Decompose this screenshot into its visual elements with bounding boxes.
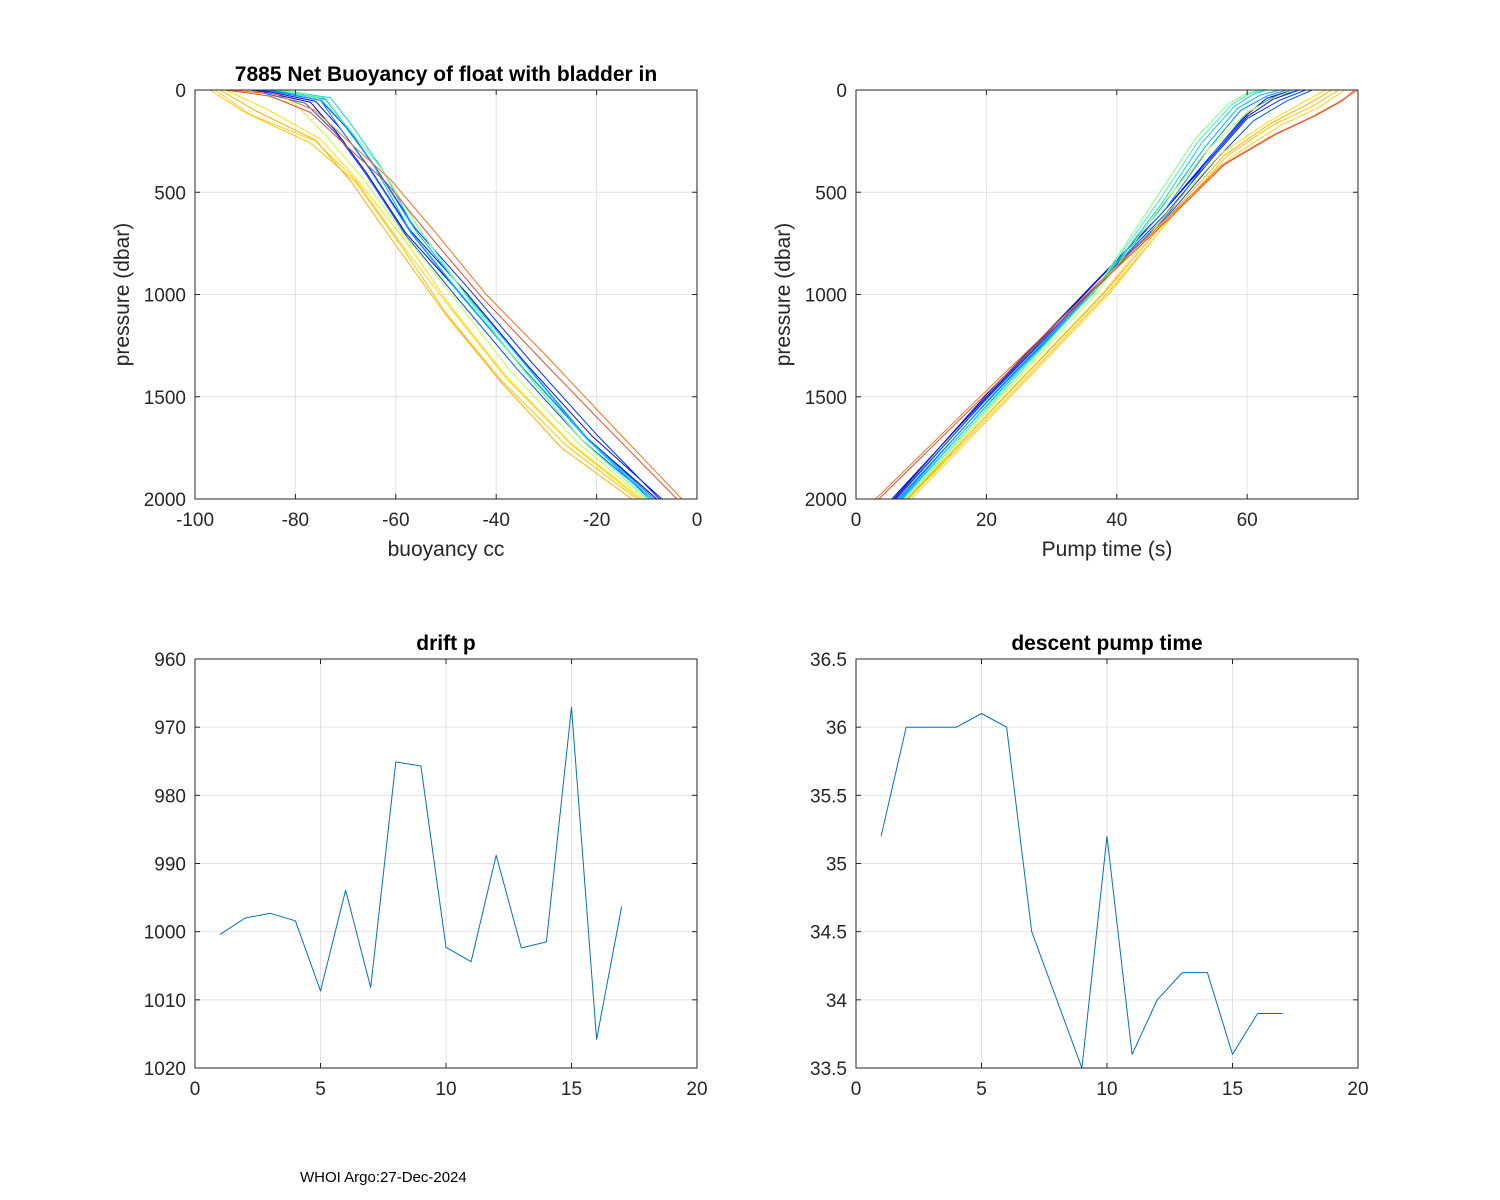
y-tick-label: 960: [154, 650, 186, 671]
y-axis-label: pressure (dbar): [111, 223, 134, 367]
x-tick-label: -20: [583, 510, 610, 531]
y-tick-label: 36.5: [810, 650, 847, 671]
y-tick-label: 1000: [144, 286, 186, 307]
x-tick-label: 20: [1347, 1079, 1368, 1100]
x-tick-label: 15: [561, 1079, 582, 1100]
x-tick-label: 0: [851, 510, 862, 531]
x-tick-label: 5: [976, 1079, 987, 1100]
chart-title: descent pump time: [1011, 632, 1202, 655]
chart-title: drift p: [416, 632, 475, 655]
pump-time-chart: 0 20 40 60 0 500 1000 1500 2000 Pump time (s) pres…: [772, 81, 1359, 561]
x-tick-label: 60: [1237, 510, 1258, 531]
x-axis-label: Pump time (s): [1042, 538, 1173, 561]
y-tick-label: 2000: [144, 490, 186, 511]
series-line-4: [896, 89, 1313, 500]
x-axis-label: buoyancy cc: [388, 538, 505, 561]
series-line-6: [899, 89, 1287, 500]
buoyancy-chart: -100 -80 -60 -40 -20 0 0 500 1000 1500 2000 7885 Ne…: [111, 63, 702, 561]
y-tick-label: 35: [826, 855, 847, 876]
series-line-12: [907, 89, 1326, 500]
series-line-16: [875, 89, 1359, 500]
series-line-3: [265, 89, 660, 500]
y-tick-label: 1500: [805, 388, 847, 409]
y-axis-label: pressure (dbar): [772, 223, 795, 367]
x-tick-label: 0: [190, 1079, 201, 1100]
x-tick-label: -80: [282, 510, 309, 531]
x-tick-label: 15: [1222, 1079, 1243, 1100]
x-tick-label: 20: [686, 1079, 707, 1100]
series-line-1: [219, 706, 623, 1040]
series-line-1: [891, 89, 1293, 500]
y-tick-label: 34.5: [810, 923, 847, 944]
series-line-9: [904, 89, 1264, 500]
x-tick-label: 0: [851, 1079, 862, 1100]
y-tick-label: 1010: [144, 991, 186, 1012]
series-line-11: [906, 89, 1293, 500]
series-line-14: [214, 89, 640, 500]
x-tick-label: 0: [692, 510, 703, 531]
y-tick-label: 0: [836, 81, 847, 102]
series-line-15: [906, 89, 1333, 500]
y-tick-label: 33.5: [810, 1059, 847, 1080]
series-line-13: [209, 89, 638, 500]
y-tick-label: 970: [154, 718, 186, 739]
y-tick-label: 0: [175, 81, 186, 102]
footer-stamp: WHOI Argo:27-Dec-2024: [300, 1169, 467, 1186]
y-tick-label: 980: [154, 786, 186, 807]
series-line-12: [224, 89, 643, 500]
x-tick-label: 10: [435, 1079, 456, 1100]
descent-pump-time-chart: 0 5 10 15 20 33.5 34 34.5 35 35.5 36 36.5 descent pu…: [810, 632, 1369, 1100]
x-tick-label: 40: [1106, 510, 1127, 531]
series-line-15: [219, 89, 632, 500]
drift-p-chart: 0 5 10 15 20 960 970 980 990 1000 1010 1020 drift p: [144, 632, 708, 1100]
x-tick-label: 20: [976, 510, 997, 531]
x-tick-label: 5: [315, 1079, 326, 1100]
y-tick-label: 500: [154, 183, 186, 204]
series-line-4: [250, 89, 653, 500]
y-tick-label: 1000: [805, 286, 847, 307]
y-tick-label: 990: [154, 855, 186, 876]
series-line-14: [911, 89, 1346, 500]
x-tick-label: -40: [482, 510, 509, 531]
x-tick-label: -60: [382, 510, 409, 531]
series-line-13: [907, 89, 1339, 500]
series-line-8: [902, 89, 1267, 500]
series-line-17: [225, 89, 678, 500]
chart-title: 7885 Net Buoyancy of float with bladder …: [235, 63, 657, 86]
y-tick-label: 1000: [144, 923, 186, 944]
y-tick-label: 1500: [144, 388, 186, 409]
series-line-8: [280, 89, 653, 500]
series-line-11: [245, 89, 645, 500]
x-tick-label: -100: [176, 510, 214, 531]
series-line-5: [898, 89, 1300, 500]
series-line-10: [280, 89, 648, 500]
y-tick-label: 34: [826, 991, 848, 1012]
y-tick-label: 2000: [805, 490, 847, 511]
y-tick-label: 500: [815, 183, 847, 204]
y-tick-label: 1020: [144, 1059, 186, 1080]
y-tick-label: 36: [826, 718, 847, 739]
x-tick-label: 10: [1096, 1079, 1117, 1100]
series-line-16: [230, 89, 683, 500]
series-line-10: [904, 89, 1261, 500]
y-tick-label: 35.5: [810, 786, 847, 807]
series-line-17: [878, 89, 1356, 500]
